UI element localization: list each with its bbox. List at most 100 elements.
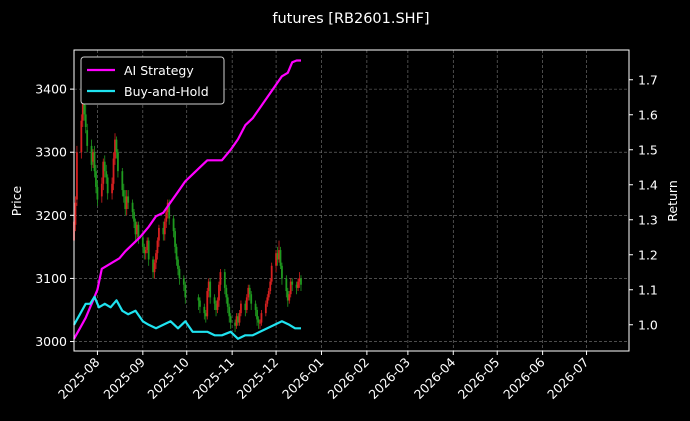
return-series <box>73 59 301 340</box>
candle-body <box>134 221 137 235</box>
left-axis: 3000 3100 3200 3300 3400 <box>35 82 74 349</box>
candle-body <box>237 316 239 323</box>
x-tick-label: 2025-10 <box>144 354 192 402</box>
candle-body <box>199 300 201 307</box>
candle-body <box>147 240 150 260</box>
candle-body <box>226 297 229 307</box>
candle-body <box>275 253 277 266</box>
x-tick-label: 2025-08 <box>55 354 103 402</box>
right-tick-label: 1.7 <box>638 72 658 87</box>
candle-body <box>256 309 258 320</box>
candle-body <box>162 227 165 235</box>
candle-body <box>286 291 289 301</box>
x-tick-label: 2026-06 <box>500 354 548 402</box>
x-tick-label: 2026-07 <box>544 355 592 403</box>
candle-body <box>235 316 238 326</box>
candle-body <box>76 152 78 200</box>
candle-body <box>127 196 130 203</box>
candle-body <box>163 221 166 235</box>
candle-body <box>219 272 222 285</box>
plot-frame <box>73 49 630 352</box>
legend-label-ai-strategy: AI Strategy <box>124 63 194 78</box>
candle-body <box>155 253 157 263</box>
right-axis: 1.0 1.1 1.2 1.3 1.4 1.5 1.6 1.7 <box>629 72 658 332</box>
candle-body <box>165 212 168 222</box>
right-axis-label: Return <box>665 180 680 221</box>
candle-body <box>276 253 279 260</box>
candle-body <box>131 202 134 213</box>
candle-body <box>244 303 247 310</box>
candle-body <box>114 139 116 159</box>
x-tick-label: 2025-09 <box>100 354 148 402</box>
candle-body <box>288 294 291 301</box>
right-tick-label: 1.6 <box>638 107 658 122</box>
candle-body <box>141 237 144 247</box>
x-axis: 2025-082025-092025-102025-112025-122026-… <box>55 351 592 402</box>
candle-body <box>206 291 209 317</box>
x-tick-label: 2025-11 <box>190 355 238 403</box>
candle-body <box>156 240 159 254</box>
right-tick-label: 1.2 <box>638 247 658 262</box>
candle-body <box>83 98 86 115</box>
candle-body <box>117 152 119 172</box>
candle-body <box>248 287 251 295</box>
ai-strategy-line <box>73 59 301 340</box>
candle-body <box>158 227 160 241</box>
candle-body <box>81 95 84 121</box>
candle-body <box>257 319 260 323</box>
candle-body <box>146 240 149 251</box>
candle-body <box>111 183 113 194</box>
candle-body <box>174 231 176 247</box>
candle-body <box>247 287 250 298</box>
candle-body <box>112 158 115 184</box>
candle-body <box>223 272 226 288</box>
candle-body <box>245 297 248 310</box>
x-tick-label: 2026-05 <box>455 355 503 403</box>
candle-body <box>143 246 146 254</box>
candle-body <box>228 306 231 317</box>
buy-and-hold-line <box>73 295 301 340</box>
candle-body <box>278 250 280 260</box>
candle-body <box>295 284 298 288</box>
candle-body <box>96 186 99 200</box>
candle-body <box>184 284 187 298</box>
right-tick-label: 1.1 <box>638 282 658 297</box>
candle-body <box>254 303 257 310</box>
candle-body <box>168 202 171 219</box>
candle-body <box>106 177 109 194</box>
candle-body <box>84 114 87 127</box>
candle-body <box>92 152 94 162</box>
candle-body <box>216 300 219 310</box>
candle-body <box>285 278 288 292</box>
candle-body <box>93 152 96 172</box>
candle-body <box>269 281 272 292</box>
candle-body <box>122 190 125 197</box>
right-tick-label: 1.3 <box>638 212 658 227</box>
candle-body <box>124 196 127 210</box>
candle-body <box>74 202 77 225</box>
candle-body <box>152 259 154 273</box>
legend: AI Strategy Buy-and-Hold <box>80 56 225 105</box>
candle-body <box>204 313 207 317</box>
candle-body <box>172 218 175 232</box>
candle-body <box>136 224 138 235</box>
left-tick-label: 3200 <box>35 208 67 223</box>
candle-body <box>95 171 97 187</box>
candle-body <box>229 316 232 323</box>
candle-body <box>209 281 212 298</box>
candle-body <box>121 171 124 191</box>
candle-body <box>279 250 282 266</box>
candle-body <box>260 313 263 323</box>
legend-label-buy-and-hold: Buy-and-Hold <box>124 84 209 99</box>
x-tick-label: 2026-04 <box>411 354 459 402</box>
candle-body <box>218 284 220 301</box>
candle-body <box>266 297 269 304</box>
candle-body <box>225 287 228 298</box>
x-tick-label: 2026-03 <box>365 355 413 403</box>
candle-body <box>102 161 105 184</box>
candle-body <box>80 120 83 153</box>
candle-body <box>238 313 241 323</box>
candle-body <box>182 278 185 285</box>
candle-body <box>175 246 178 260</box>
